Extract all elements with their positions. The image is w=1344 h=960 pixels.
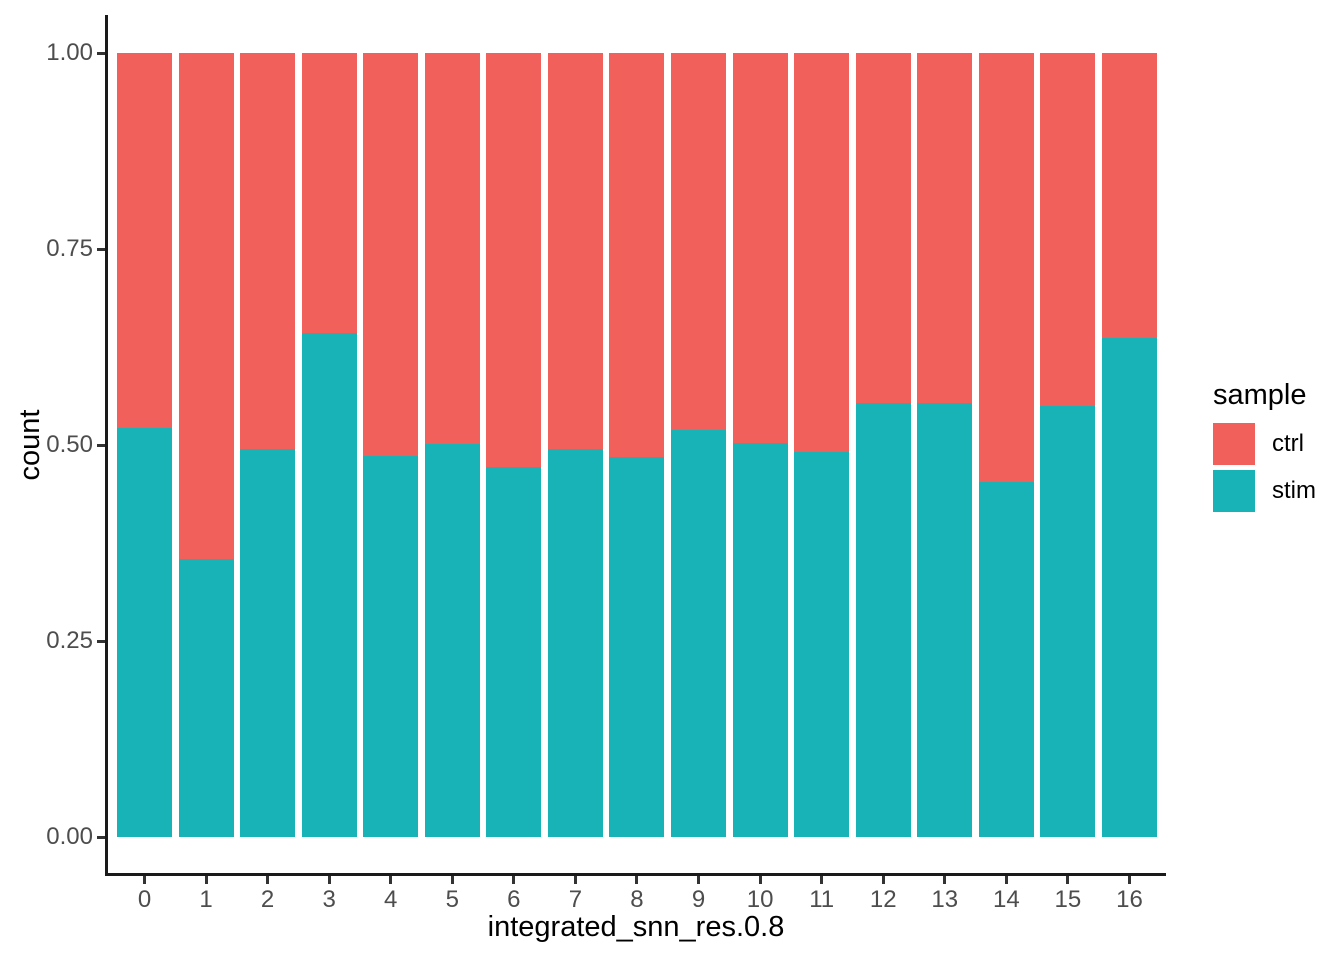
x-tick-label: 6 bbox=[507, 886, 521, 913]
bar-3-ctrl bbox=[301, 53, 357, 333]
bar-6-ctrl bbox=[486, 53, 542, 467]
x-tick-mark bbox=[143, 876, 146, 884]
bar-9-ctrl bbox=[671, 53, 727, 431]
bar-0-ctrl bbox=[117, 53, 172, 428]
bar-14-stim bbox=[978, 481, 1034, 837]
x-tick-label: 1 bbox=[199, 886, 213, 913]
bar-13-ctrl bbox=[917, 53, 973, 403]
x-tick-label: 10 bbox=[746, 886, 774, 913]
bar-0-stim bbox=[117, 427, 172, 837]
legend-title: sample bbox=[1213, 379, 1307, 411]
bar-2-ctrl bbox=[240, 53, 296, 449]
x-tick-label: 2 bbox=[260, 886, 275, 913]
bar-13-stim bbox=[917, 402, 973, 837]
x-tick-mark bbox=[1066, 876, 1070, 884]
bar-12-ctrl bbox=[855, 53, 911, 403]
y-tick-label: 0.25 bbox=[46, 627, 93, 654]
plot-panel bbox=[105, 15, 1166, 876]
y-tick-label: 0.00 bbox=[46, 823, 93, 850]
bar-1-ctrl bbox=[178, 53, 234, 559]
x-axis-title: integrated_snn_res.0.8 bbox=[487, 911, 785, 943]
x-tick-mark bbox=[1127, 876, 1131, 884]
x-tick-mark bbox=[266, 876, 270, 884]
bar-16-ctrl bbox=[1101, 53, 1157, 338]
x-tick-label: 5 bbox=[445, 886, 459, 913]
x-tick-label: 11 bbox=[809, 886, 835, 913]
y-axis-title: count bbox=[14, 409, 46, 481]
x-tick-label: 8 bbox=[630, 886, 644, 913]
x-tick-label: 3 bbox=[322, 886, 336, 913]
bar-15-ctrl bbox=[1040, 53, 1096, 406]
x-tick-label: 4 bbox=[384, 886, 398, 913]
legend-label-ctrl: ctrl bbox=[1272, 430, 1304, 457]
bar-10-ctrl bbox=[732, 53, 788, 443]
x-tick-mark bbox=[512, 876, 516, 884]
bar-12-stim bbox=[855, 402, 911, 837]
x-tick-mark bbox=[943, 876, 947, 884]
bar-2-stim bbox=[240, 448, 296, 837]
legend: sample ctrl stim bbox=[1213, 380, 1343, 517]
y-tick-mark bbox=[97, 835, 105, 839]
y-tick-mark bbox=[97, 51, 105, 55]
legend-key-ctrl bbox=[1213, 423, 1255, 465]
x-tick-mark bbox=[635, 876, 639, 884]
legend-items: ctrl stim bbox=[1213, 423, 1343, 512]
bar-4-stim bbox=[363, 455, 419, 837]
x-tick-mark bbox=[697, 876, 701, 884]
legend-label-stim: stim bbox=[1272, 477, 1316, 504]
bar-4-ctrl bbox=[363, 53, 419, 456]
bar-7-stim bbox=[547, 448, 603, 837]
x-tick-mark bbox=[573, 876, 577, 884]
y-tick-label: 0.50 bbox=[46, 431, 93, 458]
bar-14-ctrl bbox=[978, 53, 1034, 482]
x-tick-mark bbox=[327, 876, 331, 884]
bar-8-stim bbox=[609, 456, 665, 837]
legend-item-stim: stim bbox=[1213, 470, 1343, 512]
bar-16-stim bbox=[1101, 337, 1157, 837]
x-tick-mark bbox=[758, 876, 762, 884]
y-tick-mark bbox=[97, 247, 105, 251]
x-tick-label: 15 bbox=[1054, 886, 1082, 913]
y-tick-mark bbox=[97, 443, 105, 447]
x-tick-mark bbox=[450, 876, 454, 884]
bar-11-stim bbox=[794, 452, 850, 837]
x-tick-label: 7 bbox=[568, 886, 583, 913]
x-tick-label: 13 bbox=[931, 886, 959, 913]
bar-15-stim bbox=[1040, 405, 1096, 837]
bar-7-ctrl bbox=[547, 53, 603, 449]
x-tick-label: 0 bbox=[137, 886, 152, 913]
bar-6-stim bbox=[486, 466, 542, 837]
x-tick-label: 12 bbox=[869, 886, 897, 913]
y-tick-label: 1.00 bbox=[46, 39, 93, 66]
bar-10-stim bbox=[732, 442, 788, 837]
x-tick-mark bbox=[881, 876, 885, 884]
legend-key-stim bbox=[1213, 470, 1255, 512]
x-tick-mark bbox=[820, 876, 824, 884]
bar-5-ctrl bbox=[424, 53, 480, 445]
x-tick-mark bbox=[389, 876, 393, 884]
bar-1-stim bbox=[178, 558, 234, 837]
bar-11-ctrl bbox=[794, 53, 850, 453]
bar-3-stim bbox=[301, 332, 357, 837]
x-tick-mark bbox=[204, 876, 208, 884]
x-tick-label: 9 bbox=[691, 886, 706, 913]
x-tick-label: 14 bbox=[992, 886, 1020, 913]
bar-5-stim bbox=[424, 444, 480, 837]
x-tick-label: 16 bbox=[1116, 886, 1143, 913]
x-tick-mark bbox=[1004, 876, 1008, 884]
bar-9-stim bbox=[671, 430, 727, 837]
y-tick-label: 0.75 bbox=[46, 235, 93, 262]
bar-8-ctrl bbox=[609, 53, 665, 457]
y-tick-mark bbox=[97, 639, 105, 643]
legend-item-ctrl: ctrl bbox=[1213, 423, 1343, 465]
